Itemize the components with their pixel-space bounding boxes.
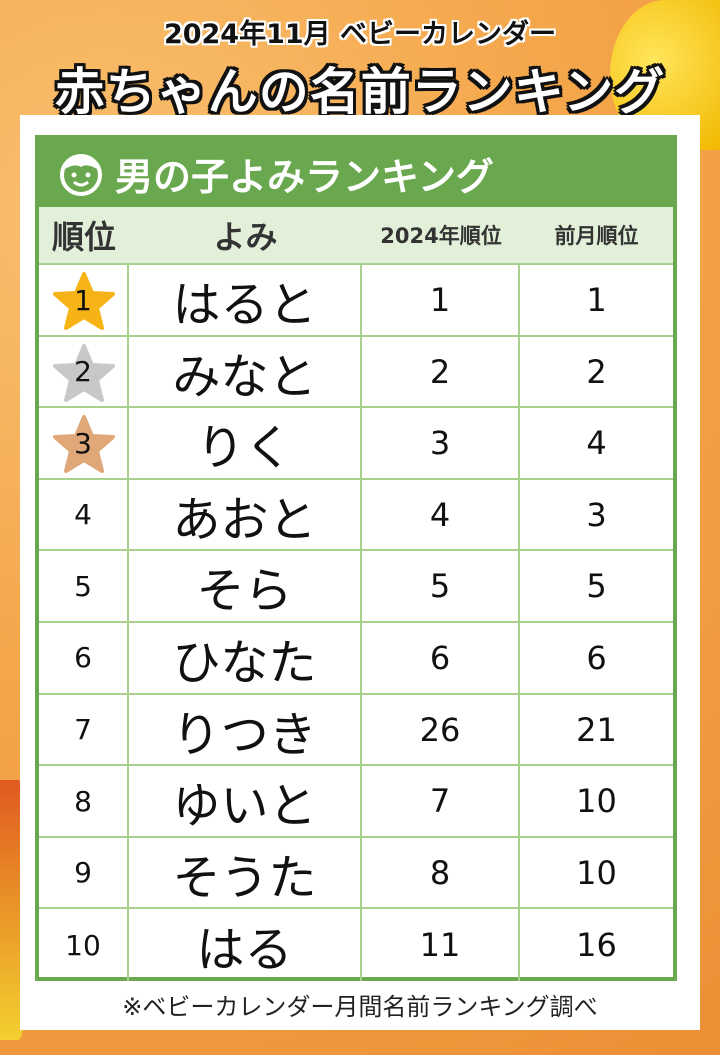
year-rank-cell: 8	[362, 837, 520, 908]
col-year-rank: 2024年順位	[380, 224, 502, 248]
year-rank-cell: 6	[362, 622, 520, 693]
rank-cell: 3	[39, 408, 129, 479]
year-rank-cell: 2	[362, 336, 520, 407]
table-row: 9 そうた 8 10	[39, 837, 673, 910]
rank-value: 7	[74, 713, 92, 747]
rank-value: 6	[74, 641, 92, 675]
prev-rank-cell: 1	[586, 281, 607, 319]
table-row: 7 りつき 26 21	[39, 694, 673, 767]
yomi-cell: はる	[129, 909, 362, 981]
yomi-cell: ゆいと	[129, 766, 362, 837]
rank-value: 3	[74, 426, 92, 460]
col-yomi: よみ	[213, 218, 278, 256]
rank-cell: 2	[39, 336, 129, 407]
prev-rank-cell: 5	[586, 567, 607, 606]
rank-cell: 10	[39, 909, 129, 981]
table-row: 8 ゆいと 7 10	[39, 766, 673, 838]
rank-cell: 4	[39, 479, 129, 550]
yomi-cell: りつき	[129, 694, 362, 765]
rank-cell: 1	[39, 265, 129, 335]
col-prev-rank: 前月順位	[554, 224, 639, 248]
page-subtitle: 2024年11月 ベビーカレンダー	[163, 19, 557, 50]
prev-rank-cell: 6	[586, 638, 607, 677]
table-row: 4 あおと 4 3	[39, 479, 673, 552]
rank-value: 9	[74, 856, 92, 890]
yomi-cell: あおと	[129, 479, 362, 550]
rank-cell: 7	[39, 694, 129, 765]
prev-rank-cell: 16	[576, 926, 617, 965]
rank-cell: 8	[39, 766, 129, 837]
rank-value: 1	[74, 283, 92, 317]
col-rank: 順位	[51, 218, 116, 256]
table-row: 5 そら 5 5	[39, 551, 673, 623]
year-rank-cell: 4	[362, 479, 520, 550]
rank-value: 10	[65, 928, 101, 962]
table-row: 1 はると 1 1	[39, 265, 673, 337]
column-headers: 順位 よみ 2024年順位 前月順位	[39, 207, 673, 265]
year-rank-cell: 11	[362, 909, 520, 981]
year-rank-cell: 3	[362, 408, 520, 479]
star-medal-icon	[53, 415, 115, 474]
year-rank-cell: 1	[362, 265, 520, 335]
prev-rank-cell: 3	[586, 495, 607, 534]
year-rank-cell: 5	[362, 551, 520, 622]
prev-rank-cell: 10	[576, 782, 617, 821]
page-title: 赤ちゃんの名前ランキング	[54, 63, 666, 121]
boy-face-icon	[60, 154, 102, 196]
yomi-cell: みなと	[129, 336, 362, 407]
yomi-cell: はると	[129, 265, 362, 335]
rank-cell: 6	[39, 622, 129, 693]
table-row: 6 ひなた 6 6	[39, 622, 673, 695]
rank-value: 4	[74, 498, 92, 532]
star-medal-icon	[53, 343, 115, 402]
rank-cell: 9	[39, 837, 129, 908]
yomi-cell: そら	[129, 551, 362, 622]
star-medal-icon	[53, 272, 115, 330]
rank-value: 2	[74, 355, 92, 389]
year-rank-cell: 7	[362, 766, 520, 837]
yomi-cell: そうた	[129, 837, 362, 908]
rank-value: 8	[74, 784, 92, 818]
footnote: ※ベビーカレンダー月間名前ランキング調べ	[122, 993, 598, 1021]
year-rank-cell: 26	[362, 694, 520, 765]
rank-value: 5	[74, 569, 92, 603]
table-row: 10 はる 11 16	[39, 909, 673, 981]
prev-rank-cell: 10	[576, 853, 617, 892]
table-row: 2 みなと 2 2	[39, 336, 673, 409]
yomi-cell: ひなた	[129, 622, 362, 693]
table-row: 3 りく 3 4	[39, 408, 673, 480]
yomi-cell: りく	[129, 408, 362, 479]
prev-rank-cell: 4	[586, 424, 607, 463]
table-title: 男の子よみランキング	[115, 154, 494, 199]
rank-cell: 5	[39, 551, 129, 622]
prev-rank-cell: 2	[586, 352, 607, 391]
prev-rank-cell: 21	[576, 710, 617, 749]
table-title-band: 男の子よみランキング	[39, 139, 673, 207]
